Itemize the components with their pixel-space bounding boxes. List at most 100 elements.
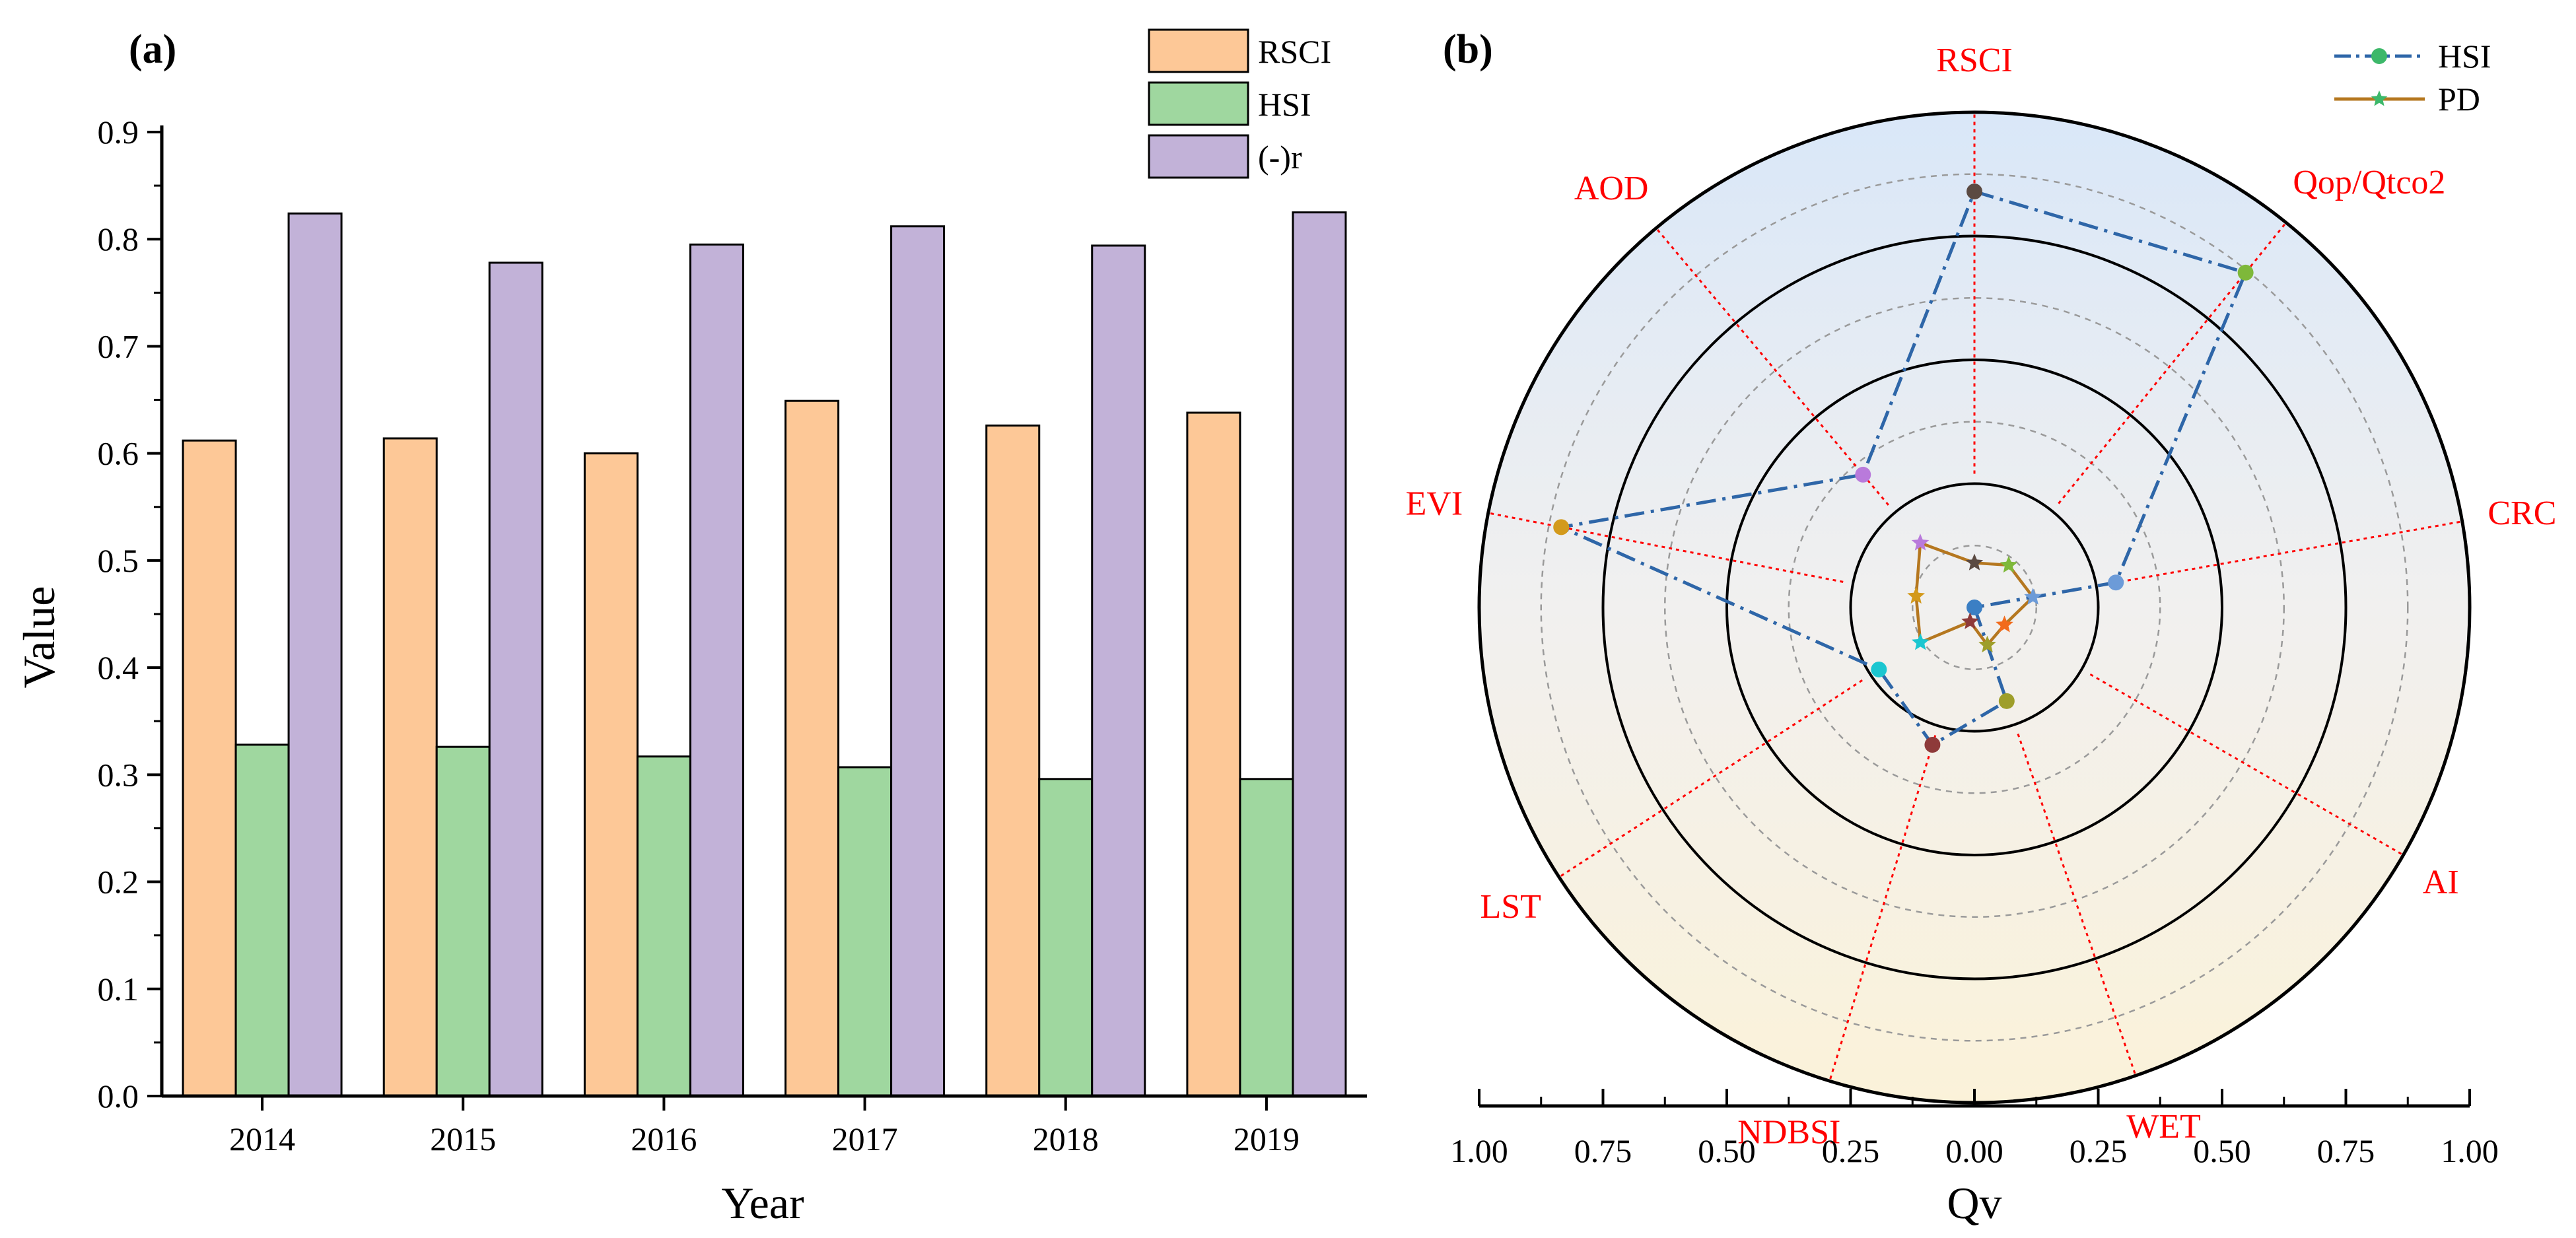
minor-grid-ring <box>1540 173 2409 1042</box>
legend-label: RSCI <box>1258 33 1331 70</box>
qv-tick-label: 0.75 <box>1574 1132 1632 1169</box>
radar-grid <box>1540 173 2409 1042</box>
x-tick-label: 2017 <box>832 1120 898 1157</box>
bar-hsi-2014 <box>234 743 290 1097</box>
minor-grid-ring <box>1664 297 2285 918</box>
bar-r-2019 <box>1292 211 1347 1097</box>
radar-spokes <box>1488 112 2462 1082</box>
qv-tick-label: 0.50 <box>1698 1132 1756 1169</box>
legend-marker-hsi <box>2371 48 2387 64</box>
radar-axis-labels: RSCI Qop/Qtco2 CRC AI WET NDBSI LST EVI AOD <box>1406 42 2557 1152</box>
point-hsi-ndbsi <box>1924 736 1941 753</box>
spoke-ai <box>2089 673 2404 856</box>
axis-label-ai: AI <box>2423 864 2459 901</box>
spoke-aod <box>1655 227 1889 506</box>
bar-hsi-2017 <box>837 766 893 1097</box>
point-hsi-rsci <box>1967 184 1982 199</box>
y-tick-label: 0.8 <box>98 221 139 258</box>
y-tick-label: 0.4 <box>98 649 139 686</box>
legend-swatch-hsi <box>1148 81 1249 126</box>
series-hsi-line <box>1555 189 2248 747</box>
qv-tick-label: 0.25 <box>1822 1132 1880 1169</box>
y-tick-label: 0.6 <box>98 435 139 472</box>
point-pd-wet <box>1978 635 1996 653</box>
x-tick-label: 2018 <box>1033 1120 1099 1157</box>
bar-r-2014 <box>287 212 343 1097</box>
axis-label-wet: WET <box>2126 1108 2201 1146</box>
qv-tick-label: 1.00 <box>2441 1132 2499 1169</box>
axis-label-rsci: RSCI <box>1936 42 2013 79</box>
axis-label-evi: EVI <box>1406 485 1463 523</box>
bar-hsi-2016 <box>636 755 691 1097</box>
qv-tick-label: 0.00 <box>1945 1132 2003 1169</box>
y-tick-label: 0.1 <box>98 971 139 1008</box>
axis-label-qopqtco2: Qop/Qtco2 <box>2293 164 2445 201</box>
legend: RSCI HSI (-)r <box>1148 28 1331 179</box>
y-tick-label: 0.7 <box>98 327 139 364</box>
bar-rsci-2014 <box>182 439 237 1097</box>
axis-label-aod: AOD <box>1574 170 1649 207</box>
x-tick-label: 2014 <box>229 1120 295 1157</box>
qv-tick-label: 0.25 <box>2070 1132 2128 1169</box>
spoke-lst <box>1558 679 1863 878</box>
major-grid-ring <box>1849 482 2100 733</box>
minor-grid-ring <box>1912 545 2037 670</box>
y-tick-label: 0.5 <box>98 542 139 579</box>
spoke-evi <box>1488 512 1844 583</box>
bar-r-2017 <box>890 225 946 1097</box>
point-pd-crc <box>2024 588 2042 605</box>
point-hsi-wet <box>1998 693 2015 709</box>
point-hsi-aod <box>1855 466 1871 483</box>
bar-rsci-2015 <box>382 437 438 1097</box>
panel-b-radar-chart: (b) RSCIQop/Qtco2CRCAIWETNDBSILSTEVIAOD … <box>1406 27 2557 1228</box>
panel-a-bar-chart: (a) 2014 2015 2016 2017 2018 2019 0.0 0.1 0.2 0.3… <box>14 27 1367 1228</box>
bar-r-2016 <box>689 243 744 1097</box>
point-hsi-lst <box>1871 661 1887 677</box>
spoke-crc <box>2106 520 2462 586</box>
qv-tick-label: 0.75 <box>2317 1132 2375 1169</box>
bar-group <box>182 211 1347 1097</box>
spoke-wet <box>2017 733 2137 1076</box>
point-pd-ndbsi <box>1961 612 1979 629</box>
spoke-qopqtco2 <box>2058 222 2287 504</box>
x-tick-label: 2016 <box>631 1120 697 1157</box>
x-tick-label: 2015 <box>430 1120 496 1157</box>
x-axis-title: Year <box>721 1178 804 1228</box>
legend-swatch-rsci <box>1148 28 1249 73</box>
qv-axis-title: Qv <box>1947 1178 2002 1228</box>
point-hsi-ai <box>1967 600 1982 615</box>
axis-label-crc: CRC <box>2488 495 2556 532</box>
y-tick-label: 0.9 <box>98 114 139 151</box>
bar-r-2018 <box>1091 244 1146 1097</box>
spoke-ndbsi <box>1828 735 1937 1082</box>
series-pd-line <box>1914 541 2035 648</box>
legend: HSI PD <box>2334 38 2491 118</box>
x-tick-label: 2019 <box>1234 1120 1300 1157</box>
bar-hsi-2015 <box>435 745 491 1097</box>
point-pd-qopqtco2 <box>2000 555 2018 573</box>
major-grid-ring <box>1601 234 2348 980</box>
point-pd-aod <box>1911 533 1930 551</box>
y-axis-title: Value <box>14 586 64 689</box>
qv-tick-label: 0.50 <box>2193 1132 2251 1169</box>
bar-rsci-2017 <box>784 399 840 1097</box>
point-hsi-evi <box>1553 519 1570 535</box>
bar-r-2015 <box>488 261 543 1097</box>
legend-label: HSI <box>1258 86 1311 123</box>
bar-rsci-2018 <box>985 424 1041 1097</box>
legend-label: (-)r <box>1258 139 1302 176</box>
legend-label: HSI <box>2438 38 2491 75</box>
bar-hsi-2019 <box>1239 778 1294 1097</box>
point-pd-evi <box>1907 586 1925 604</box>
point-hsi-crc <box>2108 574 2124 591</box>
point-pd-rsci <box>1965 553 1984 570</box>
qv-axis: 1.00 0.75 0.50 0.25 0.00 0.25 0.50 0.75 1.00 <box>1450 1089 2499 1169</box>
radar-series <box>1553 184 2254 753</box>
legend-label: PD <box>2438 81 2480 118</box>
panel-b-label: (b) <box>1443 27 1493 72</box>
axis-label-lst: LST <box>1480 888 1541 926</box>
point-pd-ai <box>1996 615 2013 633</box>
qv-tick-label: 1.00 <box>1450 1132 1508 1169</box>
major-grid-ring <box>1725 359 2223 856</box>
